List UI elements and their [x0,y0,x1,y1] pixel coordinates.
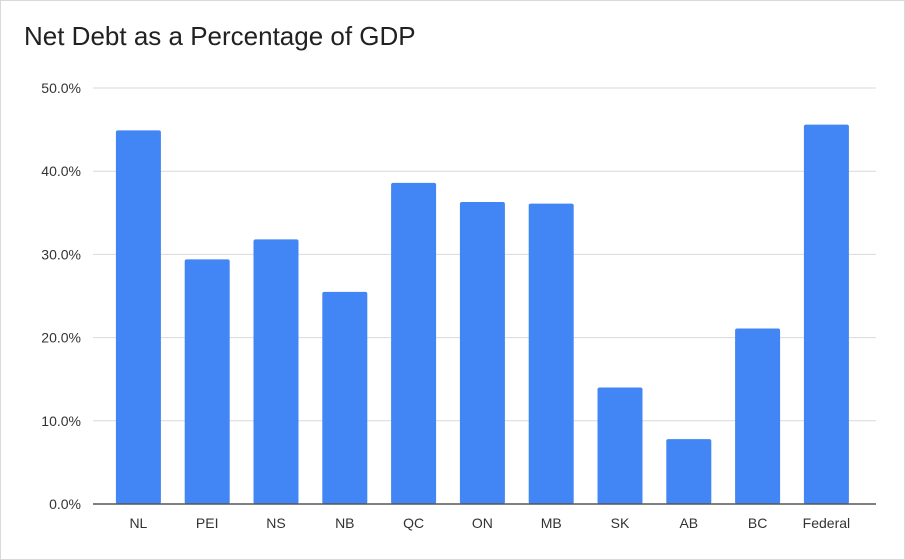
x-axis-ticks: NL PEI NS NB QC ON MB SK AB BC Federal [129,515,850,531]
x-tick-label: AB [679,515,698,531]
bar-ns [253,239,299,504]
y-tick-label: 20.0% [41,330,81,346]
x-tick-label: NL [129,515,147,531]
x-tick-label: MB [541,515,562,531]
bar-ab [666,439,712,504]
x-tick-label: NB [335,515,354,531]
bar-federal [803,124,849,504]
bar-sk [597,387,643,504]
x-tick-label: SK [611,515,630,531]
y-tick-label: 50.0% [41,80,81,96]
bar-mb [528,203,574,504]
x-tick-label: QC [403,515,424,531]
y-tick-label: 10.0% [41,413,81,429]
y-tick-label: 30.0% [41,246,81,262]
x-tick-label: NS [266,515,285,531]
bar-bc [735,328,781,504]
chart-title: Net Debt as a Percentage of GDP [24,21,416,51]
bar-qc [391,182,437,504]
bars [93,124,876,505]
y-axis-ticks: 0.0% 10.0% 20.0% 30.0% 40.0% 50.0% [41,80,81,512]
y-tick-label: 0.0% [49,496,81,512]
x-tick-label: PEI [196,515,219,531]
y-tick-label: 40.0% [41,163,81,179]
bar-nl [115,130,161,504]
bar-on [459,201,505,504]
x-tick-label: ON [472,515,493,531]
x-tick-label: Federal [803,515,850,531]
bar-nb [322,291,368,504]
x-tick-label: BC [748,515,767,531]
bar-pei [184,259,230,504]
